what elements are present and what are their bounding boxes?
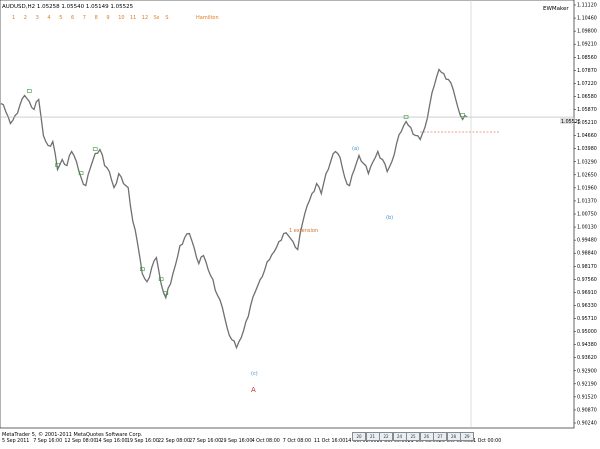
bottom-tag[interactable]: 25 bbox=[406, 432, 420, 441]
current-price-marker bbox=[560, 118, 574, 124]
price-tick-label: 1.00130 bbox=[577, 225, 597, 231]
timeframe-button[interactable]: S bbox=[165, 15, 169, 21]
timeframe-button[interactable]: 9 bbox=[106, 15, 110, 21]
wave-b-blue-label: (b) bbox=[386, 215, 393, 221]
wave-marker bbox=[140, 267, 145, 271]
price-tick-label: 0.94380 bbox=[577, 342, 597, 348]
time-tick-label: 31 Oct 00:00 bbox=[470, 438, 501, 444]
price-tick-label: 0.92190 bbox=[577, 381, 597, 387]
wave-marker bbox=[78, 171, 84, 175]
price-tick-label: 1.09800 bbox=[577, 29, 597, 35]
price-tick-label: 0.98170 bbox=[577, 264, 597, 270]
price-tick-label: 1.11120 bbox=[577, 3, 597, 9]
wave-markers-green bbox=[26, 89, 465, 295]
price-tick-label: 1.03980 bbox=[577, 146, 597, 152]
price-tick-label: 1.09210 bbox=[577, 42, 597, 48]
price-line bbox=[0, 68, 468, 350]
time-tick-label: 22 Sep 08:00 bbox=[158, 438, 190, 444]
time-tick-label: 4 Oct 08:00 bbox=[252, 438, 280, 444]
wave-a-blue-label: (a) bbox=[352, 146, 359, 152]
extension-label: 1 extension bbox=[289, 228, 318, 234]
timeframe-button[interactable]: 3 bbox=[35, 15, 39, 21]
price-tick-label: 1.03290 bbox=[577, 159, 597, 165]
timeframe-button[interactable]: 10 bbox=[118, 15, 125, 21]
bottom-tag[interactable]: 26 bbox=[419, 432, 434, 441]
time-tick-label: 19 Sep 16:00 bbox=[127, 438, 159, 444]
time-tick-label: 7 Sep 16:00 bbox=[33, 438, 62, 444]
timeframe-button[interactable]: 1 bbox=[12, 15, 16, 21]
bottom-tag[interactable]: 24 bbox=[392, 432, 407, 441]
time-tick-label: 26 Oct 08:00 bbox=[439, 438, 470, 444]
price-tick-label: 0.95000 bbox=[577, 329, 597, 335]
price-tick-label: 0.98840 bbox=[577, 251, 597, 257]
wave-marker bbox=[26, 89, 32, 93]
time-tick-label: 14 Sep 16:00 bbox=[96, 438, 128, 444]
bottom-tag[interactable]: 27 bbox=[433, 432, 447, 441]
timeframe-button[interactable]: Ss bbox=[153, 15, 160, 21]
wave-marker bbox=[403, 115, 409, 119]
time-tick-label: 19 Oct 00:00 bbox=[376, 438, 407, 444]
bottom-tag[interactable]: 29 bbox=[460, 432, 474, 441]
time-tick-label: 12 Sep 08:00 bbox=[64, 438, 96, 444]
copyright: MetaTrader 5, © 2001-2011 MetaQuotes Sof… bbox=[2, 432, 143, 438]
price-tick-label: 0.97560 bbox=[577, 277, 597, 283]
timeframe-button[interactable]: 11 bbox=[130, 15, 137, 21]
price-tick-label: 1.05210 bbox=[577, 120, 597, 126]
price-tick-label: 0.93620 bbox=[577, 355, 597, 361]
bottom-tag[interactable]: 20 bbox=[352, 432, 366, 441]
timeframe-button[interactable]: 4 bbox=[47, 15, 51, 21]
wave-mode-button[interactable]: Hamilton bbox=[196, 15, 219, 21]
timeframe-button[interactable]: 7 bbox=[82, 15, 86, 21]
bottom-tag[interactable]: 22 bbox=[379, 432, 393, 441]
time-tick-label: 11 Oct 16:00 bbox=[314, 438, 345, 444]
price-tick-label: 1.05870 bbox=[577, 107, 597, 113]
time-tick-label: 5 Sep 2011 bbox=[2, 438, 29, 444]
indicator-name: EWMaker bbox=[543, 6, 569, 12]
price-tick-label: 1.04660 bbox=[577, 133, 597, 139]
wave-marker bbox=[92, 147, 98, 151]
plot-frame bbox=[0, 0, 575, 429]
timeframe-button[interactable]: 8 bbox=[94, 15, 98, 21]
price-tick-label: 0.91520 bbox=[577, 394, 597, 400]
price-tick-label: 1.01370 bbox=[577, 198, 597, 204]
time-tick-label: 14 Oct 08:00 bbox=[345, 438, 376, 444]
price-tick-label: 1.01960 bbox=[577, 185, 597, 191]
wave-marker bbox=[460, 113, 465, 117]
price-tick-label: 1.06580 bbox=[577, 94, 597, 100]
bottom-tag[interactable]: 28 bbox=[446, 432, 461, 441]
price-tick-label: 1.02650 bbox=[577, 172, 597, 178]
timeframe-button[interactable]: 2 bbox=[23, 15, 27, 21]
wave-c-label: (c) bbox=[251, 371, 258, 377]
current-price-text: 1.05525 bbox=[561, 119, 581, 125]
price-tick-label: 0.96910 bbox=[577, 290, 597, 296]
wave-marker bbox=[55, 163, 60, 167]
wave-a-label: A bbox=[251, 386, 256, 394]
wave-marker bbox=[158, 277, 164, 281]
price-tick-label: 0.95710 bbox=[577, 316, 597, 322]
price-tick-label: 1.07220 bbox=[577, 81, 597, 87]
time-tick-label: 21 Oct 08:00 bbox=[408, 438, 439, 444]
price-tick-label: 0.90870 bbox=[577, 407, 597, 413]
price-tick-label: 1.10460 bbox=[577, 16, 597, 22]
price-tick-label: 0.92900 bbox=[577, 368, 597, 374]
timeframe-button[interactable]: 12 bbox=[141, 15, 149, 21]
price-tick-label: 1.07870 bbox=[577, 68, 597, 74]
symbol-info: AUDUSD,H2 1.05258 1.05540 1.05149 1.0552… bbox=[2, 4, 134, 10]
price-tick-label: 0.96330 bbox=[577, 303, 597, 309]
price-tick-label: 0.90240 bbox=[577, 421, 597, 427]
timeframe-button[interactable]: 6 bbox=[71, 15, 75, 21]
time-tick-label: 7 Oct 08:00 bbox=[283, 438, 311, 444]
price-tick-label: 1.08560 bbox=[577, 55, 597, 61]
wave-marker bbox=[163, 291, 169, 295]
time-tick-label: 27 Sep 16:00 bbox=[189, 438, 221, 444]
time-tick-label: 29 Sep 16:00 bbox=[220, 438, 252, 444]
price-tick-label: 0.99480 bbox=[577, 238, 597, 244]
bottom-tag[interactable]: 21 bbox=[365, 432, 380, 441]
price-tick-label: 1.00750 bbox=[577, 212, 597, 218]
timeframe-button[interactable]: 5 bbox=[59, 15, 63, 21]
